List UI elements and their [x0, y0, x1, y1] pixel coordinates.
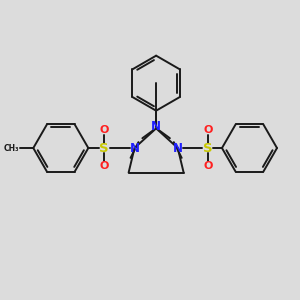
Text: N: N — [130, 142, 140, 154]
Text: O: O — [203, 125, 213, 135]
Text: N: N — [151, 120, 161, 133]
Text: S: S — [99, 142, 109, 154]
Text: CH₃: CH₃ — [4, 143, 20, 152]
Text: O: O — [203, 161, 213, 171]
Text: O: O — [99, 161, 109, 171]
Text: S: S — [203, 142, 213, 154]
Text: O: O — [99, 125, 109, 135]
Text: N: N — [173, 142, 183, 154]
